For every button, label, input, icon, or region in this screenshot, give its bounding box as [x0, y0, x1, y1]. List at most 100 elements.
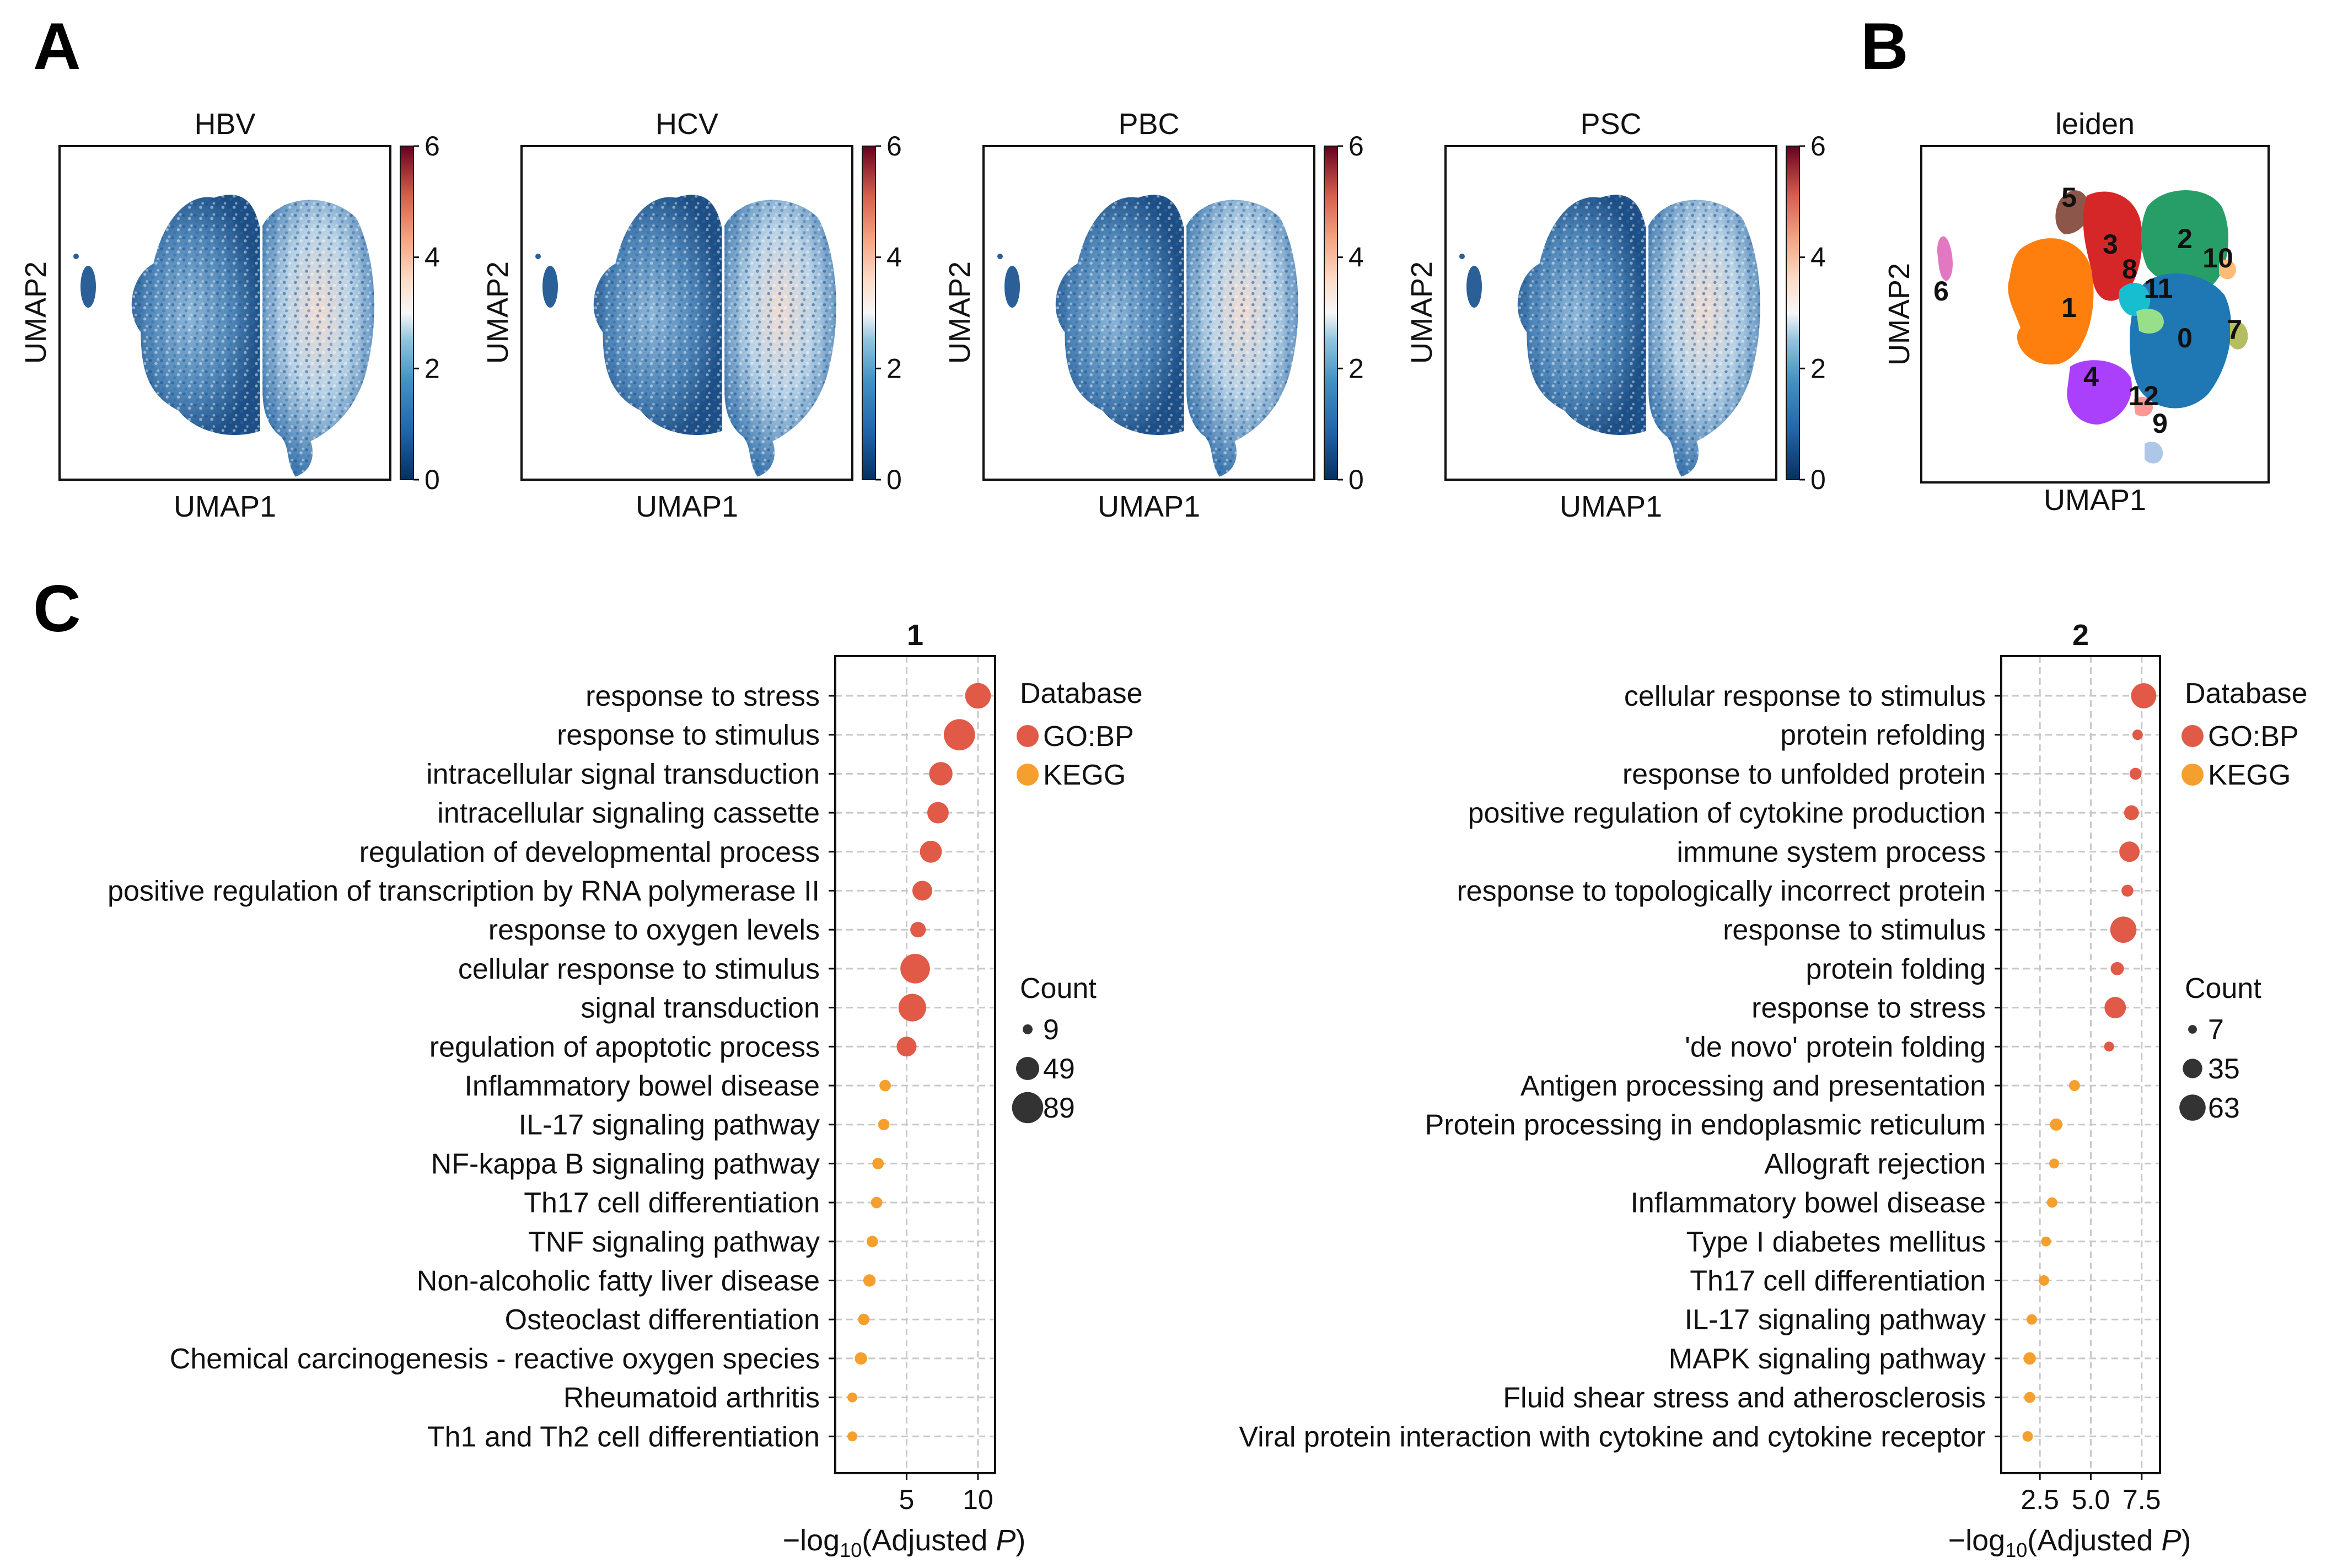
- term-dot: [863, 1274, 876, 1287]
- leiden-cluster-8-region: [2119, 283, 2151, 316]
- term-dot: [910, 922, 926, 938]
- term-dot: [858, 1313, 870, 1325]
- legend-database-marker: [2181, 764, 2204, 786]
- leiden-cluster-label: 5: [2061, 182, 2077, 213]
- term-dot: [898, 994, 926, 1022]
- x-tick-label: 7.5: [2123, 1484, 2161, 1515]
- outlier-cell: [1459, 254, 1465, 259]
- legend-database-title: Database: [2185, 678, 2308, 710]
- panel-letter-a: A: [33, 9, 81, 83]
- term-dot: [2131, 683, 2157, 708]
- leiden-cluster-label: 11: [2144, 273, 2173, 304]
- leiden-cluster-3-region: [2083, 191, 2142, 301]
- term-dot: [2026, 1314, 2037, 1325]
- leiden-cluster-label: 3: [2103, 229, 2118, 260]
- term-label: response to stress: [585, 680, 820, 712]
- colorbar: [400, 146, 414, 480]
- umap-panel-title: PBC: [1118, 108, 1179, 141]
- term-label: Inflammatory bowel disease: [464, 1070, 820, 1102]
- term-label: Rheumatoid arthritis: [563, 1382, 820, 1414]
- term-label: Protein processing in endoplasmic reticu…: [1425, 1109, 1986, 1141]
- term-dot: [2050, 1118, 2062, 1131]
- term-label: intracellular signaling cassette: [437, 797, 820, 829]
- term-dot: [2024, 1392, 2035, 1403]
- term-dot: [871, 1196, 883, 1209]
- term-label: IL-17 signaling pathway: [1685, 1304, 1986, 1336]
- term-label: IL-17 signaling pathway: [519, 1109, 820, 1141]
- dotplot-xlabel: −log10(Adjusted P): [1948, 1524, 2191, 1561]
- term-label: Antigen processing and presentation: [1520, 1070, 1986, 1102]
- term-dot: [847, 1431, 858, 1442]
- umap-xlabel: UMAP1: [636, 490, 738, 523]
- term-dot: [912, 880, 932, 901]
- colorbar-tick-label: 0: [1810, 464, 1826, 495]
- term-dot: [872, 1158, 884, 1169]
- term-label: signal transduction: [581, 992, 820, 1024]
- umap-ylabel: UMAP2: [943, 261, 976, 364]
- xlabel-main: (Adjusted: [862, 1524, 996, 1557]
- xlabel-prefix: −log: [1948, 1524, 2006, 1557]
- term-dot: [2121, 884, 2134, 897]
- legend-count-marker: [2188, 1025, 2197, 1034]
- x-tick-label: 5.0: [2072, 1484, 2110, 1515]
- leiden-xlabel: UMAP1: [2044, 484, 2146, 517]
- xlabel-prefix: −log: [783, 1524, 840, 1557]
- term-label: cellular response to stimulus: [1624, 680, 1986, 712]
- term-dot: [2110, 916, 2137, 943]
- leiden-cluster-label: 12: [2128, 380, 2159, 411]
- colorbar-tick-label: 6: [886, 131, 902, 162]
- term-dot: [965, 683, 991, 709]
- umap-axes-frame: [982, 145, 1315, 481]
- cell-texture-left: [131, 195, 260, 436]
- term-dot: [2104, 997, 2126, 1019]
- leiden-cluster-10-region: [2219, 260, 2236, 280]
- umap-panel-hbv: 0 2 4 6 HBV UMAP1 UMAP2: [19, 108, 440, 523]
- legend-database-marker: [2181, 725, 2204, 747]
- dotplot-title: 1: [907, 619, 923, 652]
- xlabel-p: P: [2161, 1524, 2181, 1557]
- x-tick-label: 2.5: [2021, 1484, 2059, 1515]
- legend-count-marker: [1023, 1024, 1033, 1034]
- legend-database-marker: [1017, 764, 1039, 786]
- umap-ylabel: UMAP2: [19, 261, 52, 364]
- legend-count-label: 7: [2208, 1014, 2224, 1046]
- term-dot: [2022, 1431, 2033, 1442]
- leiden-cluster-label: 4: [2083, 361, 2099, 392]
- term-dot: [878, 1119, 890, 1131]
- outlier-cluster: [1466, 266, 1482, 308]
- umap-panel-hcv: 0 2 4 6 HCV UMAP1 UMAP2: [481, 108, 902, 523]
- term-dot: [879, 1080, 891, 1092]
- term-label: response to stimulus: [557, 719, 820, 751]
- term-dot: [866, 1236, 878, 1248]
- term-label: Allograft rejection: [1764, 1148, 1986, 1180]
- term-label: cellular response to stimulus: [458, 953, 820, 985]
- x-tick-label: 5: [899, 1484, 915, 1515]
- legend-count-marker: [1016, 1057, 1039, 1080]
- legend-database-marker: [1017, 725, 1039, 747]
- colorbar-tick-label: 6: [1810, 131, 1826, 162]
- cell-cloud: [593, 195, 836, 477]
- colorbar: [1786, 146, 1800, 480]
- term-dot: [2119, 841, 2140, 862]
- leiden-cluster-label: 2: [2177, 223, 2193, 254]
- umap-axes-frame: [1444, 145, 1777, 481]
- outlier-cluster: [80, 266, 96, 308]
- leiden-cluster-label: 10: [2202, 243, 2233, 273]
- umap-xlabel: UMAP1: [1098, 490, 1200, 523]
- term-label: 'de novo' protein folding: [1685, 1031, 1986, 1063]
- term-dot: [900, 954, 930, 984]
- leiden-axes-frame: [1920, 145, 2270, 484]
- term-dot: [2104, 1041, 2114, 1052]
- term-label: MAPK signaling pathway: [1669, 1343, 1986, 1375]
- term-label: immune system process: [1677, 836, 1986, 868]
- term-label: Non-alcoholic fatty liver disease: [417, 1265, 820, 1297]
- cell-texture-right: [262, 200, 374, 477]
- leiden-cluster-label: 8: [2122, 254, 2137, 284]
- colorbar-tick-label: 0: [1348, 464, 1364, 495]
- outlier-cluster: [1004, 266, 1020, 308]
- legend-database-label: GO:BP: [2208, 721, 2299, 753]
- leiden-cluster-5-region: [2055, 190, 2089, 234]
- colorbar-tick-label: 0: [425, 464, 440, 495]
- umap-ylabel: UMAP2: [481, 261, 514, 364]
